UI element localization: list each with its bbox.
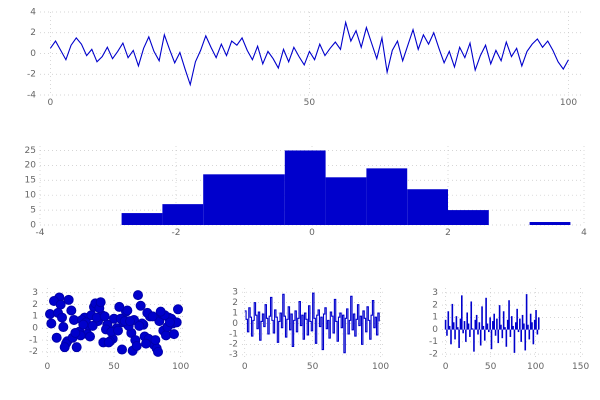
scatter-plot-canvas	[12, 282, 192, 374]
stem-plot-canvas	[412, 282, 592, 374]
line-plot-canvas	[10, 6, 590, 110]
histogram-canvas	[10, 140, 590, 240]
step-plot-canvas	[212, 282, 392, 374]
